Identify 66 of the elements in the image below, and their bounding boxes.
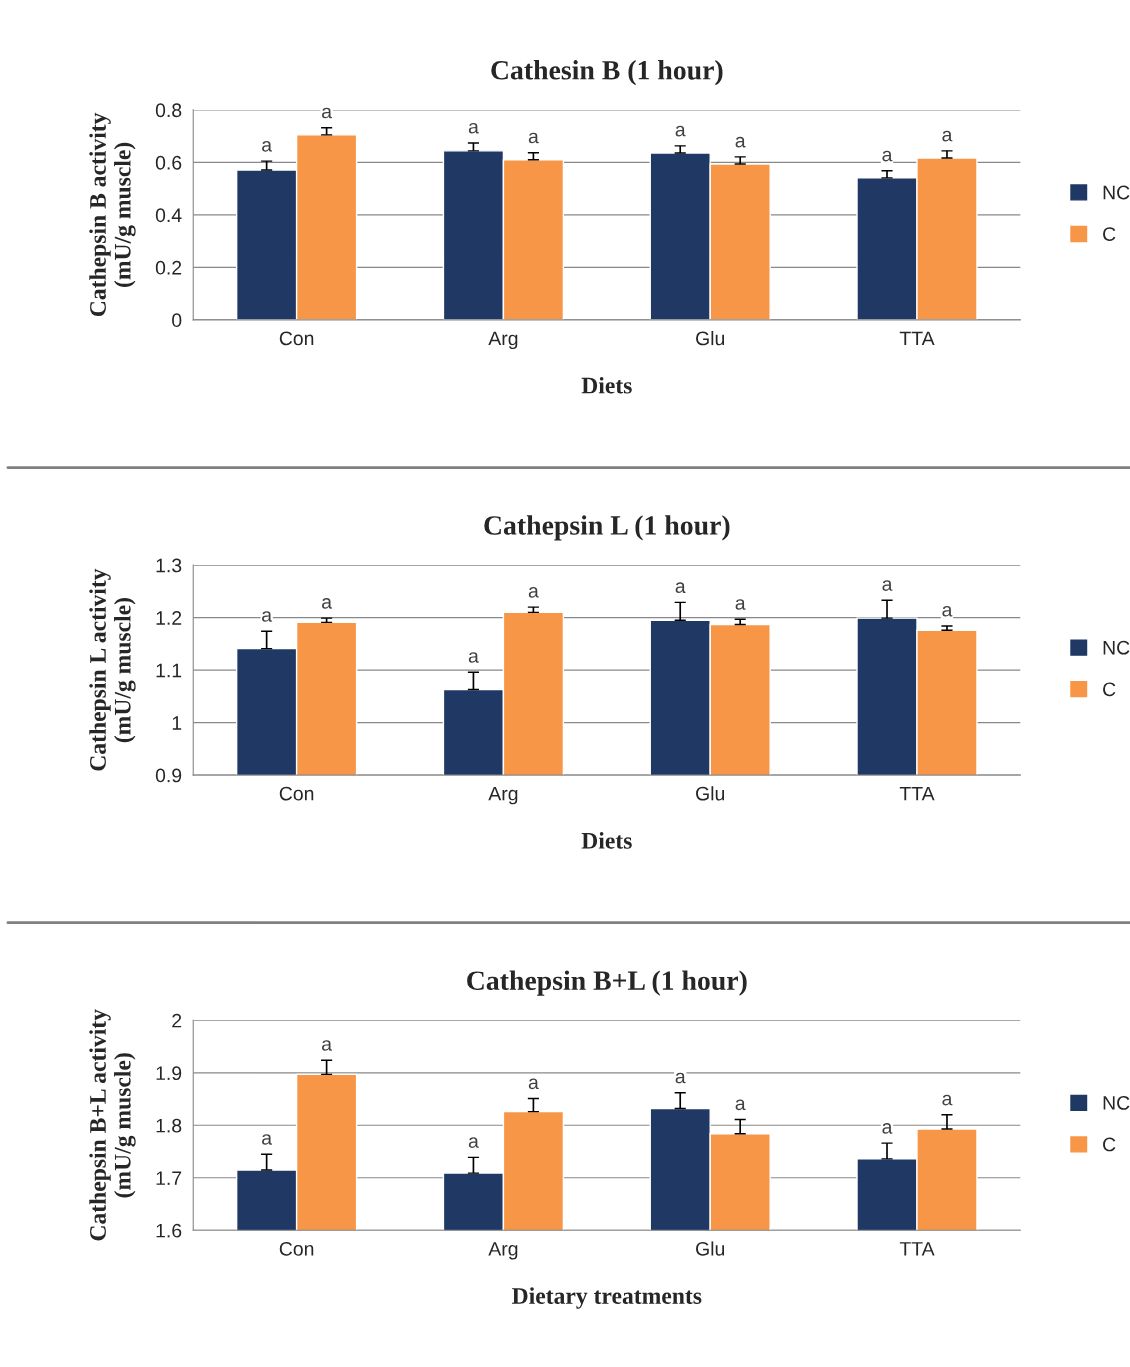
x-tick-label: Con [279,1241,314,1256]
annotation: a [735,599,746,610]
chart-title: Cathepsin L (1 hour) [484,515,730,541]
y-tick-label: 1.6 [156,1223,182,1238]
annotation: a [468,122,479,134]
annotation: a [262,1134,273,1145]
annotation: a [675,582,686,593]
chart-title: Cathesin B (1 hour) [491,60,723,86]
annotation: a [735,1099,746,1111]
annotation: a [528,132,539,144]
y-tick-label: 0.9 [155,768,182,783]
legend-label: C [1103,1137,1116,1152]
annotation: a [322,598,333,609]
x-axis-title: Diets [581,376,632,394]
annotation: a [882,150,893,162]
annotation: a [942,130,953,142]
annotation: a [528,587,539,598]
annotation: a [675,1072,686,1084]
legend-label: C [1103,227,1116,241]
y-tick-label: 1.3 [156,558,182,573]
x-tick-label: Con [279,331,314,346]
x-tick-label: Arg [488,786,518,805]
legend-label: NC [1103,185,1130,200]
y-tick-label: 1 [172,716,182,730]
annotation: a [262,611,273,622]
annotation: a [528,1078,539,1090]
y-tick-label: 1.2 [156,611,182,625]
annotation: a [942,1094,953,1106]
x-tick-label: Arg [488,1242,518,1260]
y-tick-label: 0 [172,313,182,328]
legend-label: NC [1103,640,1130,655]
legend-label: NC [1103,1096,1130,1110]
y-tick-label: 1.1 [156,663,182,678]
annotation: a [322,107,333,119]
annotation: a [735,136,746,148]
x-tick-label: Glu [696,1241,725,1256]
x-tick-label: TTA [899,1242,935,1256]
y-axis-title: Cathepsin L activity (mU/g muscle) [89,568,136,771]
y-tick-label: 0.8 [155,103,182,118]
annotation: a [675,125,686,137]
y-tick-label: 1.8 [156,1118,182,1133]
x-tick-label: Arg [488,331,518,350]
x-axis-title: Dietary treatments [512,1287,702,1309]
y-tick-label: 1.7 [156,1171,182,1185]
legend-label: C [1103,682,1116,697]
x-axis-title: Diets [581,832,632,849]
y-axis-title: Cathepsin B+L activity (mU/g muscle) [89,1009,136,1241]
x-tick-label: Con [279,786,314,801]
y-axis-title: Cathepsin B activity (mU/g muscle) [89,112,136,317]
y-tick-label: 0.4 [155,208,182,223]
annotation: a [882,1123,893,1134]
y-tick-label: 2 [172,1013,182,1028]
x-tick-label: Glu [696,786,725,801]
annotation: a [468,1137,479,1148]
annotation: a [322,1040,333,1051]
y-tick-label: 0.6 [155,155,182,170]
chart-title: Cathepsin B+L (1 hour) [467,970,747,996]
x-tick-label: Glu [696,330,725,346]
x-tick-label: TTA [899,331,935,346]
y-tick-label: 0.2 [155,260,182,275]
annotation: a [882,580,893,591]
annotation: a [942,605,953,617]
y-tick-label: 1.9 [156,1066,182,1081]
annotation: a [468,652,479,663]
annotation: a [262,141,273,152]
x-tick-label: TTA [899,786,935,801]
